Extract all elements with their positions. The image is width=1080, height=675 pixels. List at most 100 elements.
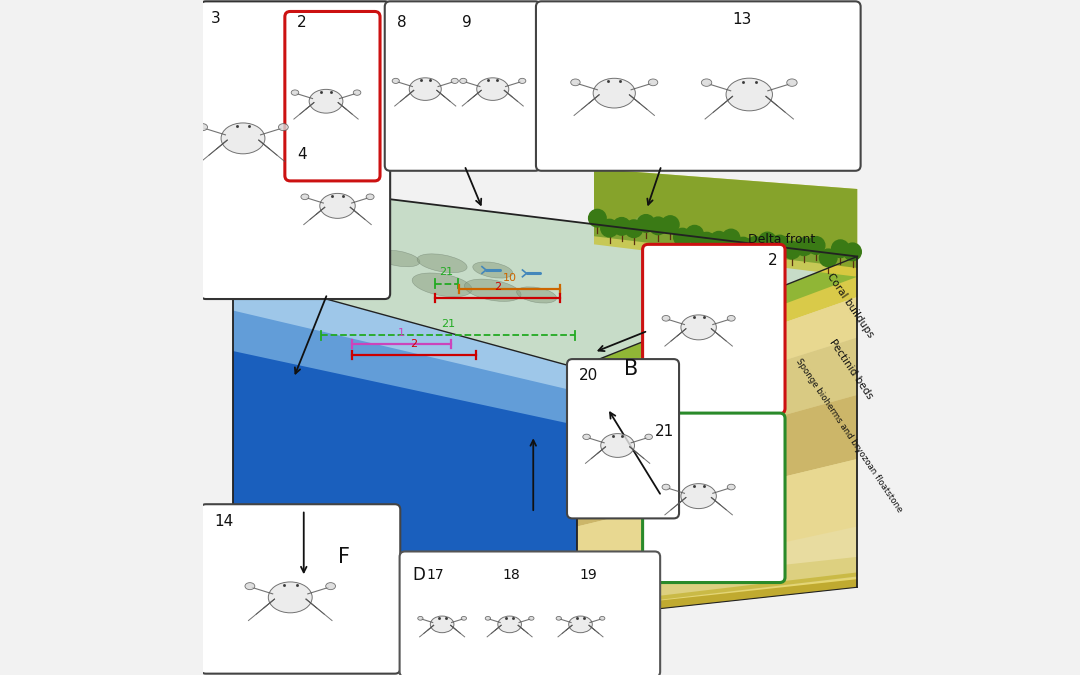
Polygon shape	[577, 256, 858, 395]
FancyBboxPatch shape	[643, 413, 785, 583]
Ellipse shape	[473, 262, 513, 278]
Ellipse shape	[730, 414, 782, 436]
Circle shape	[723, 230, 740, 247]
Text: 1: 1	[399, 328, 405, 338]
Text: 14: 14	[215, 514, 234, 529]
Ellipse shape	[279, 124, 288, 131]
Ellipse shape	[518, 78, 526, 84]
Ellipse shape	[726, 78, 772, 111]
Text: 13: 13	[732, 12, 752, 27]
FancyBboxPatch shape	[201, 504, 401, 674]
Ellipse shape	[320, 194, 355, 218]
Text: Pectinid beds: Pectinid beds	[827, 338, 874, 401]
Circle shape	[820, 249, 837, 267]
Polygon shape	[233, 273, 577, 425]
FancyBboxPatch shape	[384, 1, 541, 171]
Text: 3: 3	[211, 11, 220, 26]
Circle shape	[832, 240, 849, 258]
Ellipse shape	[413, 273, 472, 297]
Ellipse shape	[309, 89, 343, 113]
Ellipse shape	[701, 79, 712, 86]
Polygon shape	[233, 273, 577, 391]
Circle shape	[698, 232, 715, 250]
Text: 2: 2	[768, 253, 778, 268]
Ellipse shape	[221, 123, 265, 154]
Ellipse shape	[786, 79, 797, 86]
Circle shape	[759, 232, 777, 250]
Ellipse shape	[460, 78, 467, 84]
Ellipse shape	[418, 616, 423, 620]
Text: 4: 4	[297, 147, 307, 162]
Polygon shape	[577, 256, 858, 618]
Circle shape	[589, 209, 606, 227]
Polygon shape	[594, 169, 858, 268]
Circle shape	[771, 236, 788, 253]
Text: Delta front: Delta front	[748, 233, 815, 246]
Text: Sponge bioherms and bryozoan floatstone: Sponge bioherms and bryozoan floatstone	[794, 357, 904, 514]
Ellipse shape	[516, 287, 556, 303]
Polygon shape	[233, 572, 858, 610]
Text: 21: 21	[441, 319, 455, 329]
Text: 18: 18	[503, 568, 521, 583]
FancyBboxPatch shape	[400, 551, 660, 675]
Circle shape	[843, 243, 861, 261]
Text: D: D	[413, 566, 426, 584]
Circle shape	[674, 228, 691, 246]
Circle shape	[795, 238, 812, 256]
Circle shape	[711, 232, 728, 249]
Circle shape	[783, 241, 800, 259]
Ellipse shape	[353, 90, 361, 95]
Text: 17: 17	[427, 568, 444, 583]
Text: 2: 2	[297, 15, 307, 30]
Text: 20: 20	[579, 368, 598, 383]
Ellipse shape	[556, 616, 562, 620]
Ellipse shape	[245, 583, 255, 590]
Polygon shape	[577, 395, 858, 526]
Text: 21: 21	[654, 424, 674, 439]
Circle shape	[734, 238, 752, 255]
Ellipse shape	[649, 435, 701, 456]
Circle shape	[661, 216, 679, 234]
Ellipse shape	[464, 279, 521, 302]
Ellipse shape	[366, 194, 374, 200]
Text: 19: 19	[579, 568, 597, 583]
Circle shape	[625, 220, 643, 238]
FancyBboxPatch shape	[567, 359, 679, 518]
Polygon shape	[233, 557, 858, 618]
Ellipse shape	[451, 78, 458, 84]
Circle shape	[649, 217, 667, 235]
Polygon shape	[233, 579, 858, 618]
Ellipse shape	[645, 434, 652, 439]
Ellipse shape	[198, 124, 207, 131]
FancyBboxPatch shape	[536, 1, 861, 171]
Ellipse shape	[662, 484, 670, 490]
Polygon shape	[233, 577, 858, 614]
Text: 8: 8	[397, 15, 406, 30]
Ellipse shape	[409, 78, 442, 101]
Ellipse shape	[570, 79, 580, 86]
FancyBboxPatch shape	[201, 1, 390, 299]
Ellipse shape	[569, 616, 592, 632]
Circle shape	[600, 219, 618, 237]
Circle shape	[637, 215, 654, 232]
Ellipse shape	[430, 616, 454, 632]
Polygon shape	[577, 338, 858, 472]
Circle shape	[686, 225, 703, 243]
Ellipse shape	[600, 433, 635, 458]
Ellipse shape	[680, 315, 716, 340]
Ellipse shape	[727, 315, 735, 321]
FancyBboxPatch shape	[285, 11, 380, 181]
Polygon shape	[233, 192, 858, 368]
FancyBboxPatch shape	[643, 244, 785, 414]
Circle shape	[613, 217, 631, 235]
Ellipse shape	[326, 583, 336, 590]
Ellipse shape	[662, 315, 670, 321]
Text: Prodelta clays: Prodelta clays	[659, 550, 732, 577]
Ellipse shape	[292, 90, 299, 95]
Text: 21: 21	[440, 267, 454, 277]
Polygon shape	[233, 273, 577, 618]
Ellipse shape	[268, 582, 312, 613]
Polygon shape	[627, 215, 675, 231]
Ellipse shape	[417, 254, 467, 273]
Text: F: F	[337, 547, 350, 567]
